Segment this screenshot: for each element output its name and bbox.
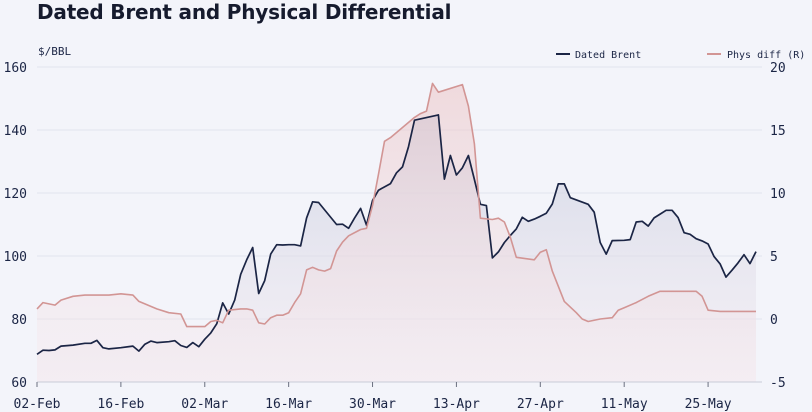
y-right-tick-label: 10 xyxy=(770,187,786,202)
legend-label-phys-diff: Phys diff (R) xyxy=(727,50,805,61)
x-tick-label: 25-May xyxy=(685,397,732,412)
y-left-tick-label: 160 xyxy=(4,61,27,76)
axes: 60 80 100 120 140 160 -5 0 5 10 15 20 02-Feb 16-Feb 02… xyxy=(4,61,786,412)
legend: Dated Brent Phys diff (R) xyxy=(556,50,805,61)
y-left-tick-label: 120 xyxy=(4,187,27,202)
series-area-phys-diff-r xyxy=(37,83,756,383)
y-right-tick-label: 0 xyxy=(770,313,778,328)
y-right-tick-label: 15 xyxy=(770,124,786,139)
y-left-tick-label: 100 xyxy=(4,250,27,265)
legend-label-dated-brent: Dated Brent xyxy=(575,50,641,61)
x-tick-label: 16-Mar xyxy=(265,397,312,412)
y-left-tick-label: 140 xyxy=(4,124,27,139)
chart-title: Dated Brent and Physical Differential xyxy=(37,0,452,24)
series-areas xyxy=(37,83,756,383)
y-left-tick-label: 80 xyxy=(11,313,27,328)
series-line-dated-brent xyxy=(36,114,757,356)
y-right-tick-label: 5 xyxy=(770,250,778,265)
series-line-phys-diff-r xyxy=(36,82,756,328)
x-tick-label: 02-Mar xyxy=(181,397,228,412)
x-tick-label: 11-May xyxy=(601,397,648,412)
x-tick-label: 27-Apr xyxy=(517,397,564,412)
y-left-tick-label: 60 xyxy=(11,376,27,391)
y-right-tick-label: -5 xyxy=(770,376,786,391)
x-tick-label: 13-Apr xyxy=(433,397,480,412)
y-left-unit-label: $/BBL xyxy=(38,45,71,58)
x-tick-label: 30-Mar xyxy=(349,397,396,412)
x-tick-label: 16-Feb xyxy=(97,397,144,412)
y-right-tick-label: 20 xyxy=(770,61,786,76)
series-lines xyxy=(36,82,757,356)
x-tick-label: 02-Feb xyxy=(14,397,61,412)
